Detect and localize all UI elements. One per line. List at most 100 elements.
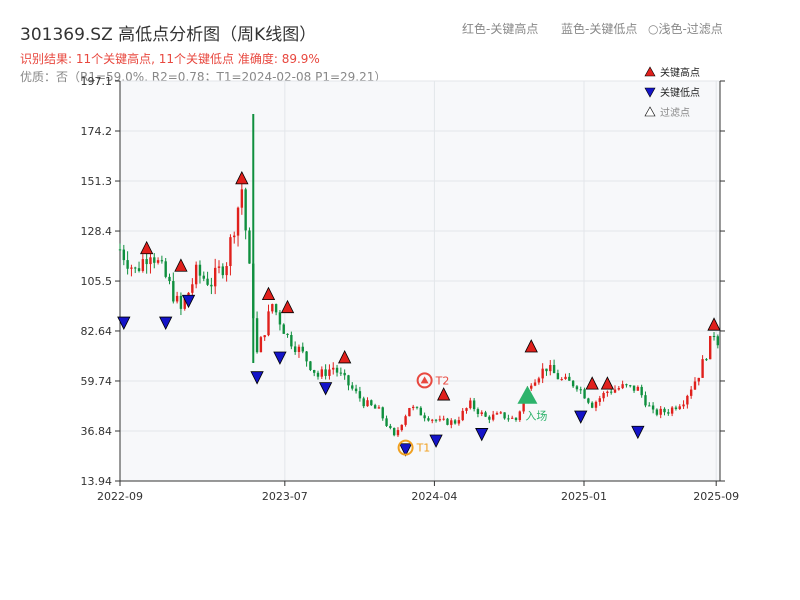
candle-body [575,386,579,390]
candle-body [667,412,670,414]
candle-body [617,388,621,390]
candle-body [271,304,274,312]
candle-body [549,365,552,372]
candle-body [632,385,636,391]
candle-body [263,335,266,338]
x-tick-label: 2025-01 [561,490,607,503]
t1-inner-marker [401,444,410,452]
candle-body [670,407,674,414]
candle-body [530,385,533,389]
candle-body [476,409,480,415]
candle-body [488,416,491,420]
candle-body [412,406,415,409]
candle-body [267,311,270,336]
candle-body [686,395,689,405]
x-tick-label: 2024-04 [411,490,457,503]
candle-body [583,389,586,399]
candle-body [130,267,133,269]
candle-body [457,420,461,424]
candle-body [610,391,613,393]
candle-body [438,419,442,421]
candle-body [716,336,720,346]
candle-body [507,418,510,420]
candle-body [480,412,483,415]
candle-body [514,417,518,420]
candle-body [541,368,544,379]
t2-circle [416,372,433,389]
key-high-marker [437,387,451,401]
candle-body [689,389,693,396]
candle-body [377,407,381,409]
candle-body [156,260,160,263]
candle-body [655,409,659,415]
x-tick-label: 2023-07 [262,490,308,503]
candle-body [301,346,304,352]
candle-body [236,207,240,236]
candle-body [332,367,335,370]
candle-body [404,416,407,425]
candle-body [427,418,430,421]
key-high-marker [338,350,352,364]
candle-body [137,268,141,271]
candle-body [621,384,624,389]
y-tick-label: 128.4 [81,225,113,238]
candle-body [674,407,678,409]
candle-body [217,266,221,268]
candle-body [625,384,628,386]
candle-body [168,276,171,282]
recognition-summary: 识别结果: 11个关键高点, 11个关键低点 准确度: 89.9% [20,52,320,66]
candle-body [354,388,358,392]
candle-body [244,189,247,231]
x-tick-label: 2022-09 [97,490,143,503]
candle-body [472,400,476,410]
candle-body [343,372,346,376]
candle-body [587,398,590,403]
candle-body [442,418,445,420]
candle-body [431,419,434,421]
candle-body [240,189,244,208]
candle-body [286,333,289,335]
key-low-marker [273,351,287,365]
candle-body [651,405,655,410]
candle-body [255,318,259,353]
t2-inner-marker [420,376,429,384]
candle-body [206,278,209,285]
candle-body [358,391,362,399]
key-high-marker [585,376,599,390]
candle-body [594,401,598,408]
key-low-marker [318,382,333,396]
candle-body [613,389,617,393]
candle-body [495,413,499,415]
candle-body [339,372,343,374]
candle-body [160,260,164,262]
key-low-marker [574,410,588,424]
candle-body [415,406,419,408]
candle-body [408,408,411,417]
candle-body [446,418,449,425]
candle-body [644,395,647,406]
y-tick-label: 105.5 [81,275,113,288]
candle-body [491,414,495,420]
candle-body [602,392,605,399]
candle-body [194,264,198,285]
candle-body [499,412,502,414]
candle-body [290,334,293,347]
candle-body [705,359,708,361]
candle-body [316,372,320,377]
candle-body [648,405,651,407]
candle-body [175,295,179,302]
candle-body [709,336,712,360]
candle-body [568,376,571,381]
candle-body [282,324,285,334]
y-tick-label: 82.64 [81,325,113,338]
candle-body [366,400,369,407]
candle-body [274,304,278,313]
key-high-marker [600,376,615,390]
candle-body [423,415,426,419]
legend-note-filtered: ○浅色-过滤点 [648,22,723,36]
t2-label: T2 [435,374,450,387]
candle-body [122,249,126,261]
candle-body [198,264,202,276]
candle-body [636,386,640,391]
